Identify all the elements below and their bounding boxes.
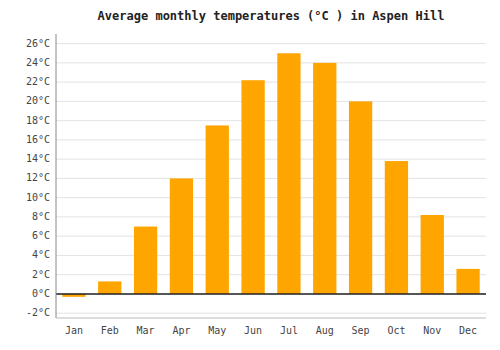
x-tick-label: Apr (172, 325, 190, 336)
bar (241, 80, 264, 294)
grid-line (56, 293, 486, 294)
x-axis-line (56, 318, 486, 319)
grid-line (56, 82, 486, 83)
grid-line (56, 159, 486, 160)
y-axis-line (56, 34, 57, 318)
x-tick-label: May (208, 325, 226, 336)
x-tick-label: Jun (244, 325, 262, 336)
y-tick-label: 6°C (32, 230, 50, 241)
grid-line (56, 101, 486, 102)
x-tick-label: Oct (387, 325, 405, 336)
bar (134, 227, 157, 294)
x-tick-label: Jan (65, 325, 83, 336)
y-axis: -2°C 0°C 2°C 4°C 6°C 8°C 10°C 12°C 14°C 16°C 18°C 2… (26, 38, 50, 319)
x-tick-label: Jul (280, 325, 298, 336)
bar (277, 53, 300, 294)
grid-line (56, 62, 486, 63)
y-tick-label: 20°C (26, 95, 50, 106)
bar (98, 281, 121, 294)
x-tick-label: Aug (316, 325, 334, 336)
x-tick-label: Nov (423, 325, 441, 336)
bar (456, 269, 479, 294)
bar (206, 125, 229, 293)
y-tick-label: 12°C (26, 172, 50, 183)
grid-line (56, 43, 486, 44)
bar (170, 178, 193, 294)
baseline (56, 293, 486, 295)
bar (313, 63, 336, 294)
bars (62, 53, 479, 297)
x-tick-label: Sep (352, 325, 370, 336)
y-tick-label: 10°C (26, 192, 50, 203)
x-axis: Jan Feb Mar Apr May Jun Jul Aug Sep Oct Nov Dec (65, 325, 477, 336)
bar (385, 161, 408, 294)
x-tick-label: Dec (459, 325, 477, 336)
y-tick-label: 8°C (32, 211, 50, 222)
y-tick-label: 2°C (32, 269, 50, 280)
grid-line (56, 139, 486, 140)
title: Average monthly temperatures (°C ) in As… (98, 9, 445, 23)
grid-line (56, 120, 486, 121)
x-tick-label: Mar (137, 325, 155, 336)
y-tick-label: 26°C (26, 38, 50, 49)
y-tick-label: 14°C (26, 153, 50, 164)
grid-line (56, 178, 486, 179)
y-tick-label: 22°C (26, 76, 50, 87)
x-tick-label: Feb (101, 325, 119, 336)
chart: -2°C 0°C 2°C 4°C 6°C 8°C 10°C 12°C 14°C 16°C 18°C 2… (0, 0, 500, 350)
y-tick-label: 24°C (26, 57, 50, 68)
y-tick-label: -2°C (26, 307, 50, 318)
y-tick-label: 16°C (26, 134, 50, 145)
grid-line (56, 197, 486, 198)
grid (56, 44, 486, 314)
bar (349, 101, 372, 294)
bar (421, 215, 444, 294)
y-tick-label: 4°C (32, 249, 50, 260)
grid-line (56, 313, 486, 314)
y-tick-label: 0°C (32, 288, 50, 299)
y-tick-label: 18°C (26, 115, 50, 126)
